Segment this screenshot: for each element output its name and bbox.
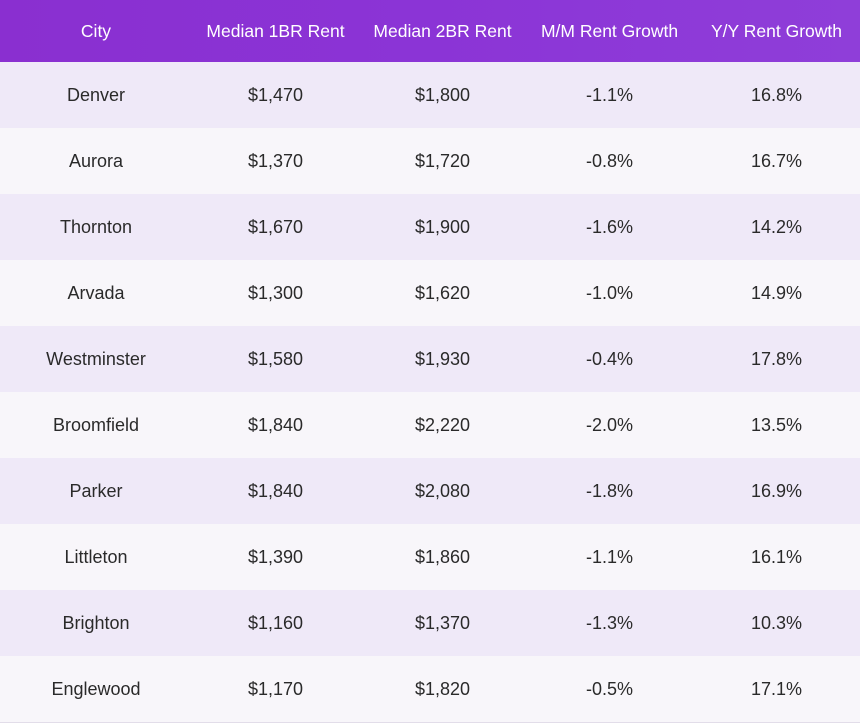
table-row: Thornton $1,670 $1,900 -1.6% 14.2% — [0, 194, 860, 260]
cell-city: Arvada — [67, 282, 125, 303]
cell-median-1br-rent: $1,370 — [247, 150, 304, 171]
cell-city: Thornton — [59, 216, 133, 237]
header-yy-rent-growth: Y/Y Rent Growth — [711, 20, 842, 41]
cell-median-2br-rent: $2,220 — [414, 414, 471, 435]
cell-mm-rent-growth: -1.6% — [585, 216, 634, 237]
cell-mm-rent-growth: -0.4% — [585, 348, 634, 369]
cell-median-1br-rent: $1,670 — [247, 216, 304, 237]
cell-median-2br-rent: $1,930 — [414, 348, 471, 369]
header-median-1br-rent: Median 1BR Rent — [206, 20, 345, 41]
table-row: Brighton $1,160 $1,370 -1.3% 10.3% — [0, 590, 860, 656]
cell-mm-rent-growth: -1.1% — [585, 84, 634, 105]
table-body: Denver $1,470 $1,800 -1.1% 16.8% Aurora … — [0, 62, 860, 722]
table-row: Englewood $1,170 $1,820 -0.5% 17.1% — [0, 656, 860, 722]
cell-city: Englewood — [51, 678, 141, 699]
cell-median-2br-rent: $1,720 — [414, 150, 471, 171]
cell-median-1br-rent: $1,300 — [247, 282, 304, 303]
cell-mm-rent-growth: -0.8% — [585, 150, 634, 171]
cell-mm-rent-growth: -1.8% — [585, 480, 634, 501]
cell-city: Westminster — [46, 348, 146, 369]
table-row: Aurora $1,370 $1,720 -0.8% 16.7% — [0, 128, 860, 194]
cell-median-1br-rent: $1,170 — [247, 678, 304, 699]
cell-median-1br-rent: $1,470 — [247, 84, 304, 105]
cell-city: Aurora — [68, 150, 124, 171]
table-row: Littleton $1,390 $1,860 -1.1% 16.1% — [0, 524, 860, 590]
cell-yy-rent-growth: 10.3% — [750, 612, 803, 633]
cell-city: Brighton — [62, 612, 130, 633]
cell-mm-rent-growth: -1.1% — [585, 546, 634, 567]
table-row: Westminster $1,580 $1,930 -0.4% 17.8% — [0, 326, 860, 392]
cell-median-2br-rent: $1,620 — [414, 282, 471, 303]
cell-city: Parker — [69, 480, 123, 501]
header-city: City — [80, 20, 112, 41]
cell-median-2br-rent: $1,900 — [414, 216, 471, 237]
cell-median-1br-rent: $1,390 — [247, 546, 304, 567]
cell-median-1br-rent: $1,160 — [247, 612, 304, 633]
table-row: Denver $1,470 $1,800 -1.1% 16.8% — [0, 62, 860, 128]
cell-city: Littleton — [64, 546, 128, 567]
table-row: Arvada $1,300 $1,620 -1.0% 14.9% — [0, 260, 860, 326]
cell-median-2br-rent: $1,370 — [414, 612, 471, 633]
cell-yy-rent-growth: 14.9% — [750, 282, 803, 303]
cell-median-2br-rent: $1,820 — [414, 678, 471, 699]
cell-yy-rent-growth: 17.8% — [750, 348, 803, 369]
cell-median-1br-rent: $1,840 — [247, 414, 304, 435]
cell-city: Broomfield — [52, 414, 140, 435]
table-row: Parker $1,840 $2,080 -1.8% 16.9% — [0, 458, 860, 524]
table-row: Broomfield $1,840 $2,220 -2.0% 13.5% — [0, 392, 860, 458]
header-mm-rent-growth: M/M Rent Growth — [540, 20, 679, 41]
cell-yy-rent-growth: 13.5% — [750, 414, 803, 435]
cell-yy-rent-growth: 17.1% — [750, 678, 803, 699]
cell-mm-rent-growth: -0.5% — [585, 678, 634, 699]
cell-median-2br-rent: $1,800 — [414, 84, 471, 105]
table-header: City Median 1BR Rent Median 2BR Rent M/M… — [0, 0, 860, 62]
cell-median-1br-rent: $1,580 — [247, 348, 304, 369]
cell-mm-rent-growth: -2.0% — [585, 414, 634, 435]
cell-yy-rent-growth: 14.2% — [750, 216, 803, 237]
cell-yy-rent-growth: 16.8% — [750, 84, 803, 105]
cell-yy-rent-growth: 16.7% — [750, 150, 803, 171]
cell-mm-rent-growth: -1.0% — [585, 282, 634, 303]
cell-median-2br-rent: $2,080 — [414, 480, 471, 501]
cell-median-1br-rent: $1,840 — [247, 480, 304, 501]
cell-yy-rent-growth: 16.1% — [750, 546, 803, 567]
cell-mm-rent-growth: -1.3% — [585, 612, 634, 633]
cell-city: Denver — [66, 84, 126, 105]
header-median-2br-rent: Median 2BR Rent — [373, 20, 512, 41]
cell-median-2br-rent: $1,860 — [414, 546, 471, 567]
cell-yy-rent-growth: 16.9% — [750, 480, 803, 501]
header-row: City Median 1BR Rent Median 2BR Rent M/M… — [0, 0, 860, 62]
